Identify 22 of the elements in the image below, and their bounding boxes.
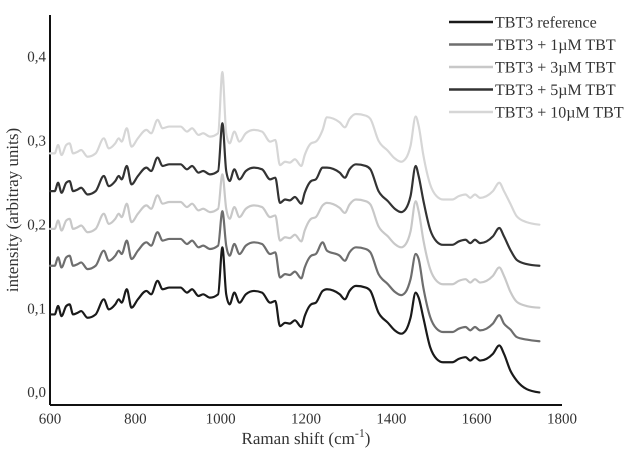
x-tick-label: 600: [38, 412, 62, 428]
y-tick-label: 0,4: [27, 50, 46, 66]
y-tick-label: 0,2: [27, 217, 46, 234]
line-series: [48, 122, 540, 267]
x-tick-label: 1200: [291, 412, 321, 428]
legend-label: TBT3 + 3µM TBT: [495, 60, 616, 77]
x-tick-label: 1000: [206, 412, 236, 428]
x-tick-label: 1600: [462, 412, 492, 428]
legend-label: TBT3 reference: [495, 14, 597, 32]
y-axis-title: intensity (arbitray units): [3, 128, 22, 292]
legend-label: TBT3 + 1µM TBT: [495, 37, 616, 54]
legend-label: TBT3 + 10µM TBT: [495, 104, 624, 122]
line-series: [48, 210, 540, 342]
y-tick-label: 0,0: [27, 385, 46, 402]
legend-label: TBT3 + 5µM TBT: [495, 82, 616, 100]
x-tick-label: 1400: [376, 412, 406, 428]
y-tick-label: 0,1: [27, 301, 46, 318]
x-tick-label: 1800: [547, 412, 577, 428]
line-series: [48, 173, 540, 309]
x-axis-title: Raman shift (cm$^{-1}$): [242, 426, 370, 448]
x-tick-label: 800: [124, 412, 147, 428]
y-tick-label: 0,3: [27, 134, 46, 150]
